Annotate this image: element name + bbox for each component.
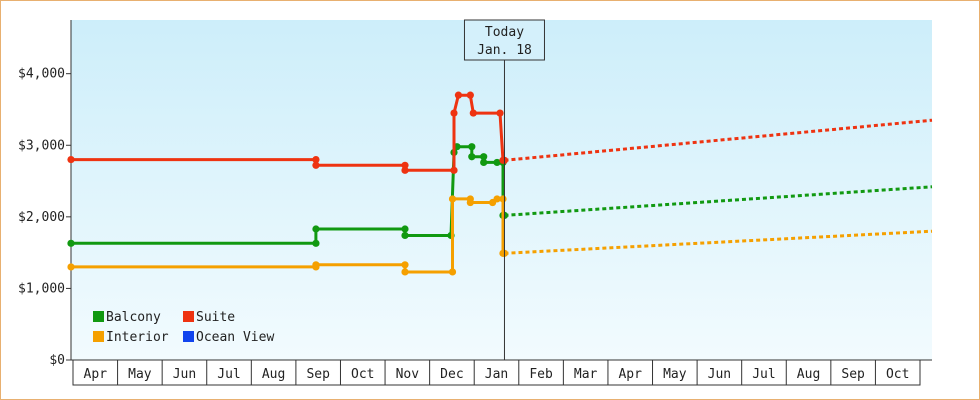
data-point bbox=[450, 109, 458, 117]
legend-label-ocean-view: Ocean View bbox=[196, 330, 274, 345]
x-tick-label: May bbox=[128, 367, 152, 382]
y-tick-label: $3,000 bbox=[18, 138, 65, 153]
legend-swatch-balcony bbox=[93, 311, 104, 322]
legend-label-interior: Interior bbox=[106, 330, 169, 345]
x-tick-label: Jun bbox=[173, 367, 196, 382]
today-date: Jan. 18 bbox=[477, 43, 532, 58]
y-tick-label: $4,000 bbox=[18, 67, 65, 82]
data-point bbox=[448, 195, 457, 203]
today-box bbox=[463, 19, 545, 61]
data-point bbox=[469, 109, 477, 117]
data-point bbox=[401, 161, 409, 169]
data-point bbox=[468, 143, 476, 151]
data-point bbox=[448, 268, 457, 276]
y-tick-label: $1,000 bbox=[18, 281, 65, 296]
x-tick-label: Jun bbox=[708, 367, 731, 382]
x-tick-label: Jul bbox=[217, 367, 240, 382]
legend-swatch-interior bbox=[93, 331, 104, 342]
data-point bbox=[493, 158, 501, 167]
y-axis: $0 $1,000 $2,000 $3,000 $4,000 bbox=[18, 20, 72, 368]
data-point bbox=[67, 239, 75, 247]
series-layer bbox=[67, 91, 933, 276]
x-axis: Apr May Jun Jul Aug Sep Oct Nov Dec Jan Feb Mar Apr M… bbox=[71, 359, 932, 386]
data-point bbox=[480, 153, 488, 161]
forecast-line bbox=[504, 229, 933, 255]
month-axis-box bbox=[72, 359, 921, 386]
x-tick-label: Apr bbox=[618, 367, 642, 382]
y-tick-label: $2,000 bbox=[18, 210, 65, 225]
data-point bbox=[499, 195, 507, 203]
x-tick-label: Aug bbox=[797, 367, 820, 382]
data-point bbox=[496, 109, 504, 117]
data-point bbox=[493, 195, 501, 203]
x-tick-label: Sep bbox=[306, 367, 330, 382]
x-tick-label: Nov bbox=[396, 367, 420, 382]
data-point bbox=[468, 153, 476, 161]
x-tick-label: Oct bbox=[351, 367, 374, 382]
x-tick-label: Dec bbox=[440, 367, 463, 382]
data-point bbox=[312, 225, 320, 233]
x-tick-label: Mar bbox=[574, 367, 598, 382]
forecast-line bbox=[504, 185, 933, 217]
data-point bbox=[401, 166, 409, 174]
data-point bbox=[401, 225, 409, 233]
x-tick-label: Apr bbox=[84, 367, 108, 382]
forecast-line bbox=[504, 118, 933, 162]
data-point bbox=[67, 263, 75, 271]
data-point bbox=[67, 155, 75, 164]
legend-swatch-ocean-view bbox=[183, 331, 194, 342]
data-point bbox=[466, 91, 474, 99]
today-label: Today bbox=[485, 25, 524, 40]
data-point bbox=[312, 261, 320, 269]
x-tick-label: Aug bbox=[262, 367, 285, 382]
x-tick-label: May bbox=[663, 367, 687, 382]
legend: Balcony Suite Interior Ocean View bbox=[93, 310, 274, 345]
data-point bbox=[454, 91, 463, 99]
x-tick-label: Oct bbox=[886, 367, 909, 382]
data-point bbox=[312, 239, 320, 247]
y-tick-label: $0 bbox=[49, 353, 65, 368]
series-suite bbox=[67, 91, 933, 174]
data-point bbox=[466, 198, 474, 207]
data-point bbox=[312, 155, 320, 164]
data-point bbox=[401, 261, 409, 269]
legend-swatch-suite bbox=[183, 311, 194, 322]
x-tick-label: Jul bbox=[752, 367, 775, 382]
series-interior bbox=[67, 195, 933, 276]
x-tick-label: Jan bbox=[485, 367, 508, 382]
data-point bbox=[401, 268, 409, 276]
x-tick-label: Feb bbox=[529, 367, 553, 382]
x-tick-label: Sep bbox=[841, 367, 865, 382]
data-point bbox=[450, 166, 458, 174]
data-point bbox=[312, 161, 320, 169]
data-point bbox=[401, 231, 409, 240]
data-point bbox=[480, 158, 488, 167]
legend-label-suite: Suite bbox=[196, 310, 235, 325]
today-marker: Today Jan. 18 bbox=[463, 19, 545, 360]
legend-label-balcony: Balcony bbox=[106, 310, 161, 325]
